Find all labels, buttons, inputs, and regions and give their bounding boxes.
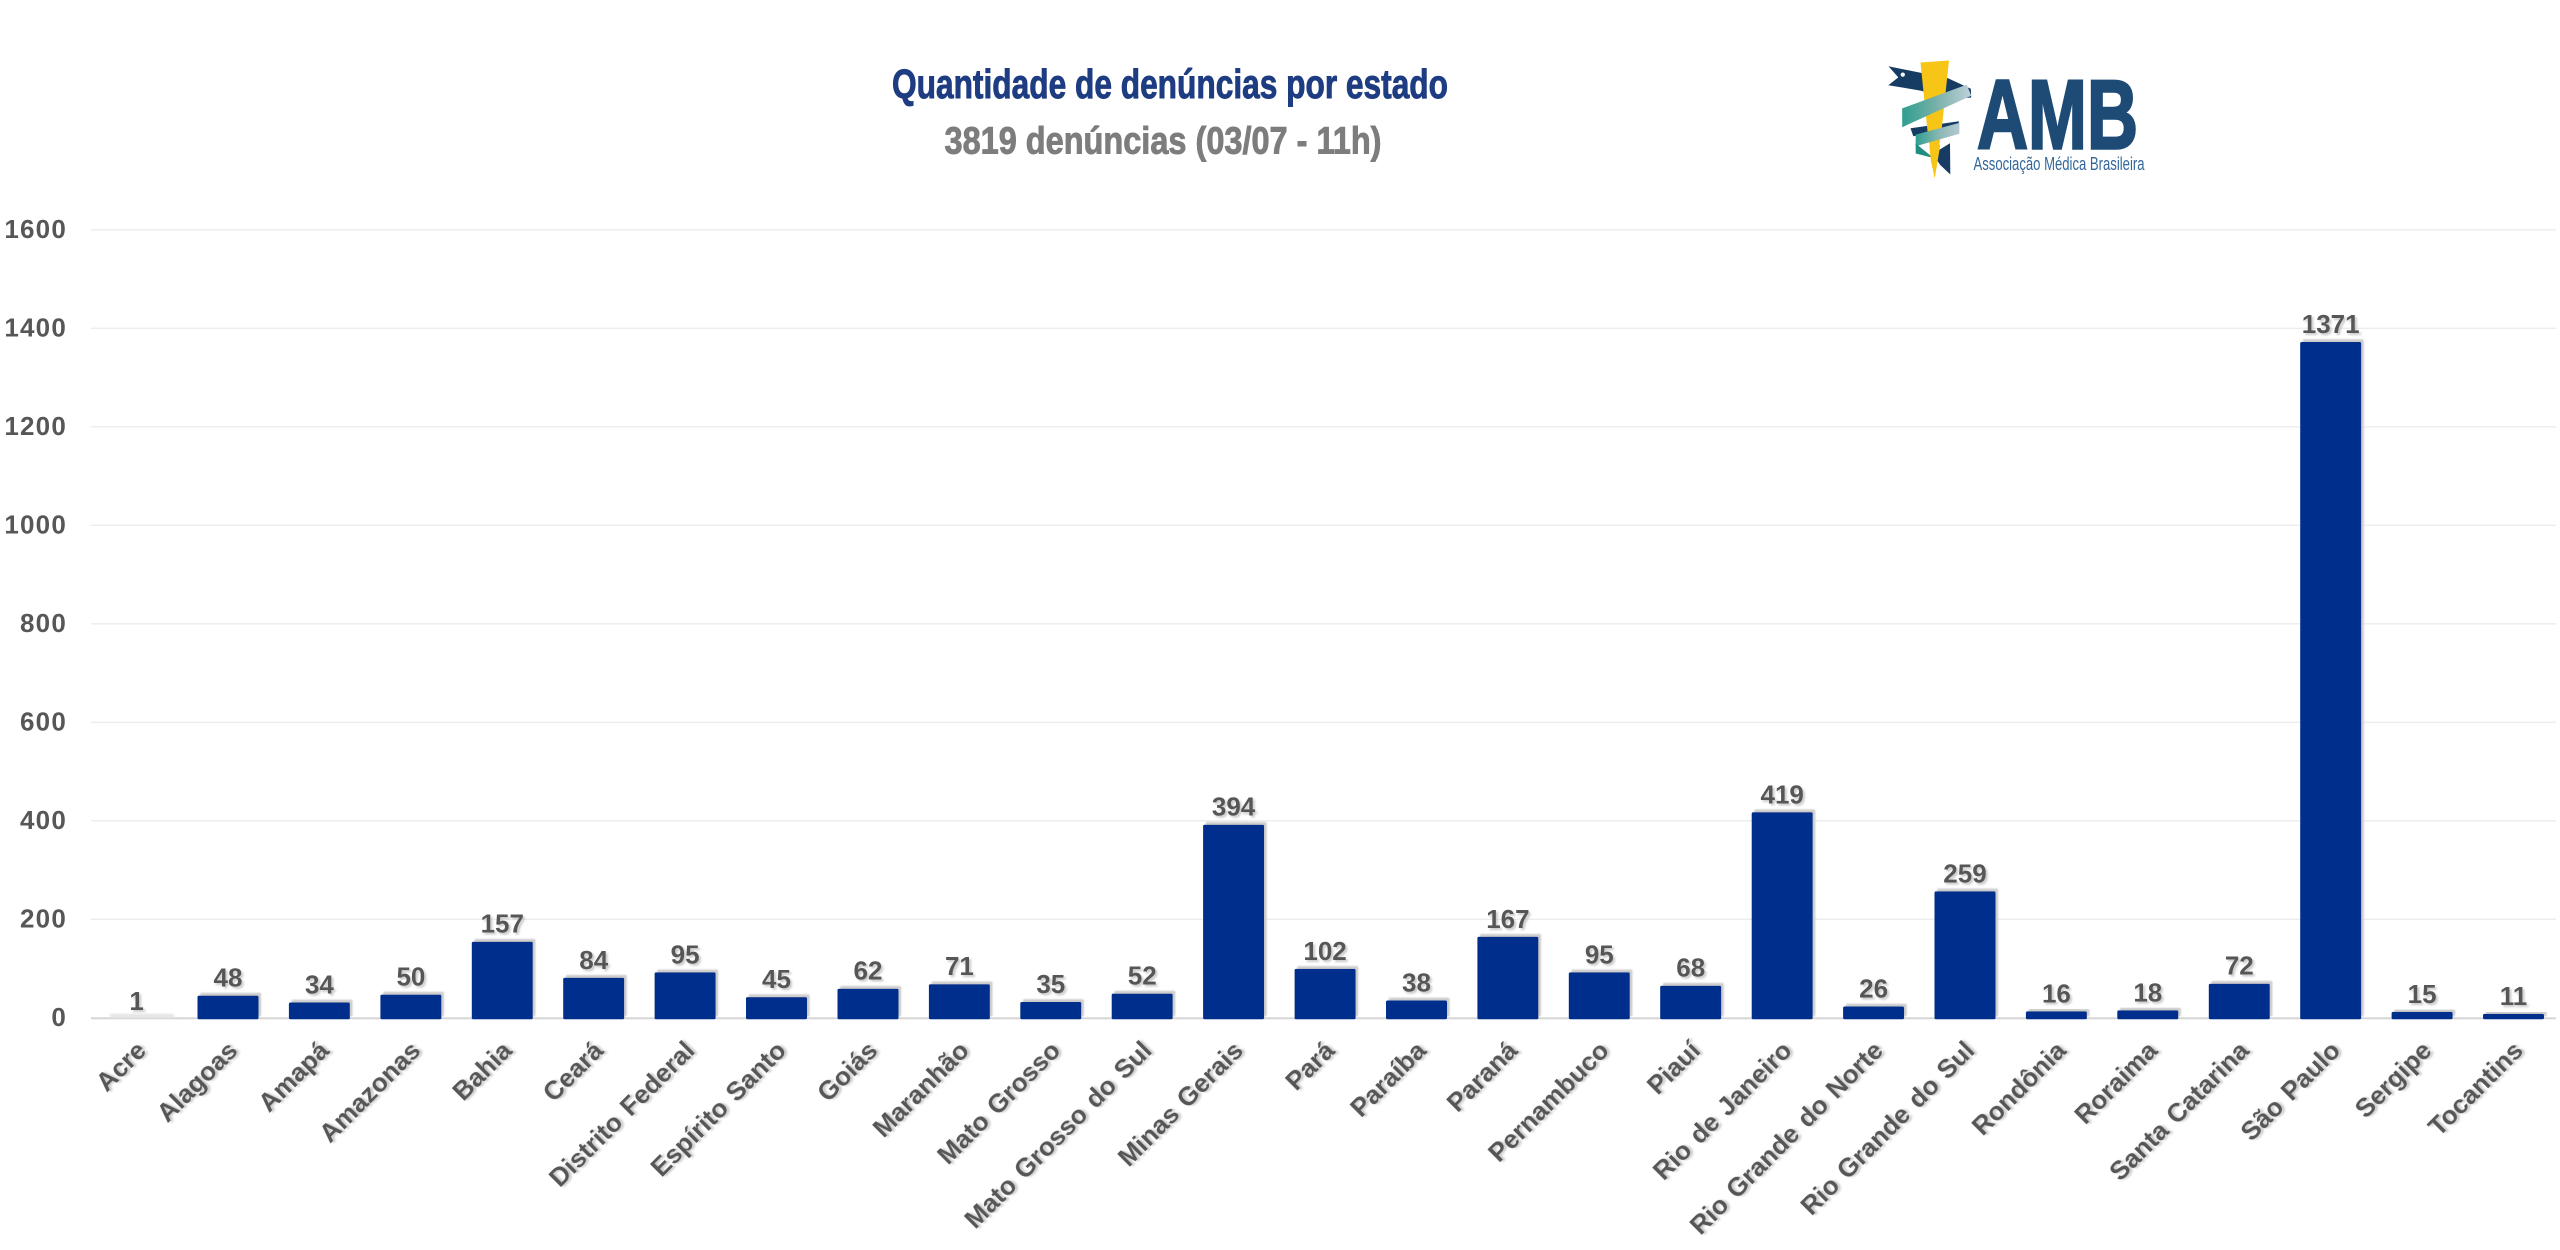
svg-text:167: 167 (1486, 904, 1529, 934)
svg-text:419: 419 (1761, 779, 1804, 809)
svg-text:600: 600 (20, 707, 67, 737)
svg-text:16: 16 (2042, 978, 2071, 1008)
svg-text:68: 68 (1676, 953, 1705, 983)
svg-text:71: 71 (945, 951, 974, 981)
svg-text:84: 84 (579, 945, 608, 975)
svg-text:95: 95 (671, 939, 700, 969)
svg-text:259: 259 (1943, 858, 1986, 888)
svg-text:AMB: AMB (1977, 59, 2138, 169)
svg-text:1: 1 (129, 986, 143, 1016)
svg-text:72: 72 (2225, 951, 2254, 981)
svg-text:1600: 1600 (4, 214, 67, 244)
svg-text:35: 35 (1036, 969, 1065, 999)
svg-text:102: 102 (1303, 936, 1346, 966)
svg-text:Quantidade de denúncias por es: Quantidade de denúncias por estado (892, 61, 1448, 107)
svg-text:157: 157 (481, 909, 524, 939)
svg-text:800: 800 (20, 608, 67, 638)
svg-text:200: 200 (20, 904, 67, 934)
svg-text:62: 62 (854, 956, 883, 986)
svg-text:26: 26 (1859, 974, 1888, 1004)
svg-text:50: 50 (396, 962, 425, 992)
svg-text:1371: 1371 (2302, 309, 2360, 339)
svg-text:3819 denúncias (03/07 - 11h): 3819 denúncias (03/07 - 11h) (945, 120, 1382, 162)
svg-text:11: 11 (2500, 981, 2528, 1011)
svg-text:1200: 1200 (4, 411, 67, 441)
svg-text:95: 95 (1585, 939, 1614, 969)
svg-text:1400: 1400 (4, 313, 67, 343)
svg-text:15: 15 (2408, 979, 2437, 1009)
svg-text:18: 18 (2133, 977, 2162, 1007)
svg-text:0: 0 (51, 1002, 67, 1032)
svg-text:394: 394 (1212, 792, 1256, 822)
svg-text:Associação Médica Brasileira: Associação Médica Brasileira (1974, 153, 2146, 174)
svg-text:1000: 1000 (4, 510, 67, 540)
svg-text:34: 34 (305, 970, 334, 1000)
svg-text:38: 38 (1402, 968, 1431, 998)
svg-text:400: 400 (20, 805, 67, 835)
svg-text:45: 45 (762, 964, 791, 994)
svg-text:48: 48 (214, 963, 243, 993)
svg-text:52: 52 (1128, 961, 1157, 991)
